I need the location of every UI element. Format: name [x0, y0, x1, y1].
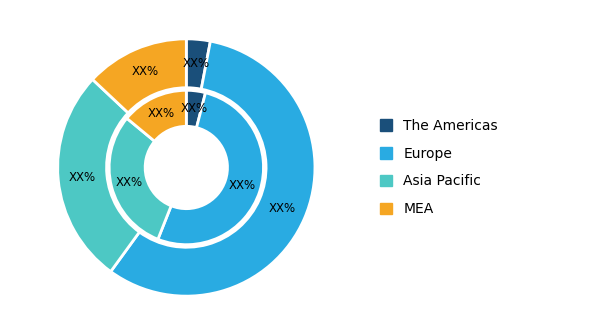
Text: XX%: XX% [69, 171, 96, 184]
Text: XX%: XX% [229, 179, 256, 192]
Text: XX%: XX% [183, 57, 210, 70]
Wedge shape [109, 118, 171, 239]
Wedge shape [93, 39, 186, 113]
Wedge shape [186, 39, 210, 89]
Wedge shape [127, 90, 186, 141]
Wedge shape [158, 93, 263, 245]
Wedge shape [186, 90, 206, 128]
Text: XX%: XX% [269, 202, 296, 215]
Text: XX%: XX% [115, 176, 142, 189]
Text: XX%: XX% [132, 65, 159, 78]
Wedge shape [58, 79, 139, 272]
Wedge shape [111, 41, 315, 296]
Legend: The Americas, Europe, Asia Pacific, MEA: The Americas, Europe, Asia Pacific, MEA [380, 119, 498, 216]
Text: XX%: XX% [148, 108, 175, 121]
Text: XX%: XX% [180, 102, 207, 115]
